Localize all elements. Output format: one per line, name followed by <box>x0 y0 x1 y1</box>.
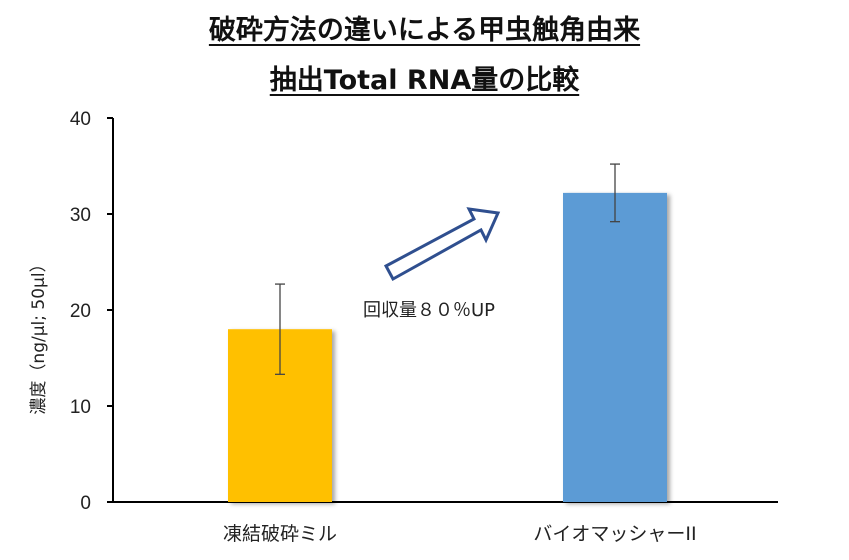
x-category-label: 凍結破砕ミル <box>223 523 337 545</box>
error-bar <box>610 163 620 223</box>
y-tick-label: 20 <box>70 301 91 322</box>
arrow-annotation <box>383 207 501 282</box>
error-bar <box>275 283 285 375</box>
y-tick-label: 10 <box>70 397 91 418</box>
y-tick-label: 0 <box>80 493 91 514</box>
y-tick-label: 30 <box>70 205 91 226</box>
up-arrow-shape <box>383 207 501 282</box>
recovery-annotation: 回収量８０％UP <box>363 300 495 321</box>
chart-title-line1: 破砕方法の違いによる甲虫触角由来 <box>208 15 641 46</box>
y-axis-label: 濃度（ng/μl; 50μl） <box>29 255 49 414</box>
bar <box>563 192 667 502</box>
chart-title-line2: 抽出Total RNA量の比較 <box>269 65 580 96</box>
y-tick-label: 40 <box>70 109 91 130</box>
x-category-label: バイオマッシャーII <box>533 523 696 545</box>
